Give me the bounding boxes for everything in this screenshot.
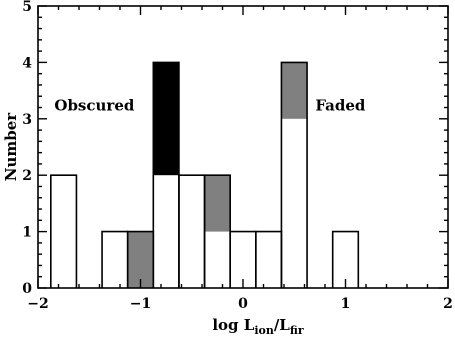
x-axis-title-text: log L [212, 316, 254, 334]
annotation-label: Faded [315, 96, 366, 114]
labels-layer: −2 −1 0 1 2 0 1 2 3 4 5 Number log Lion/Lfir Obscured… [2, 0, 453, 337]
bar-segment [127, 231, 154, 288]
y-tick-label: 3 [22, 112, 32, 128]
y-axis-title: Number [2, 112, 20, 182]
y-tick-label: 5 [22, 0, 32, 15]
x-tick-label: −2 [27, 296, 48, 312]
y-tick-label: 0 [22, 281, 32, 297]
bar-segment [153, 175, 179, 288]
x-tick-label: −1 [130, 296, 151, 312]
annotation-label: Obscured [54, 96, 134, 114]
bar-outline [331, 230, 360, 288]
x-tick-label: 2 [443, 296, 453, 312]
y-tick-label: 2 [22, 168, 32, 184]
bar-segment [230, 231, 256, 288]
bar-segment [204, 175, 231, 232]
bar-segment [281, 62, 308, 119]
bar-segment [153, 62, 179, 176]
x-axis-title-text: /L [274, 316, 290, 334]
x-tick-label: 1 [341, 296, 351, 312]
bar-outline [50, 174, 78, 288]
y-tick-label: 1 [22, 225, 32, 241]
bar-segment [204, 231, 231, 288]
axes-layer [37, 5, 449, 289]
x-tick-label: 0 [238, 296, 248, 312]
x-axis-title-subscript: fir [290, 324, 304, 337]
bar-segment [178, 175, 205, 288]
y-tick-label: 4 [22, 55, 32, 71]
bar-segment [332, 231, 359, 288]
bar-segment [255, 231, 282, 288]
bar-segment [50, 175, 77, 288]
bar-segment [102, 231, 128, 288]
x-axis-title-subscript: ion [254, 324, 274, 337]
x-axis-title: log Lion/Lfir [212, 316, 304, 337]
bars-layer [50, 61, 360, 288]
bar-segment [281, 118, 308, 288]
bar-outline [280, 61, 308, 288]
